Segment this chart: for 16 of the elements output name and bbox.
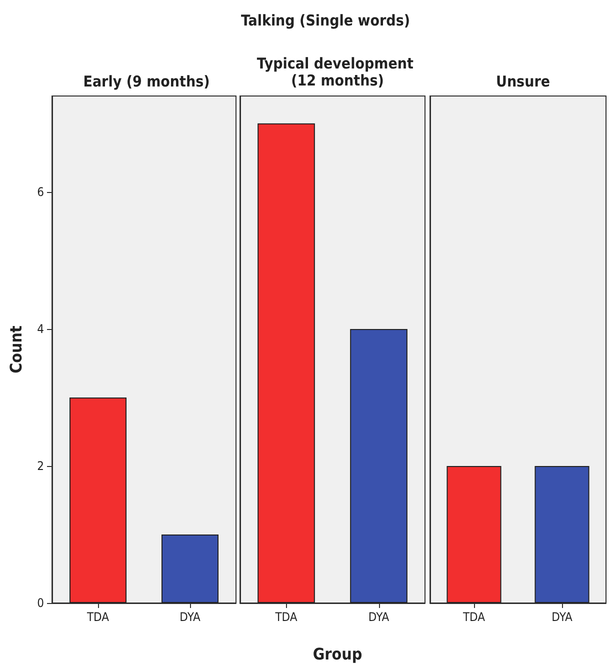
y-tick-label: 4: [37, 322, 44, 336]
x-tick-label: TDA: [462, 610, 486, 624]
x-tick-label: DYA: [552, 610, 573, 624]
x-tick-label: DYA: [180, 610, 201, 624]
x-axis-title: Group: [312, 644, 362, 664]
chart-title: Typical development (12 months): [256, 54, 418, 90]
chart-title: Unsure: [496, 72, 550, 90]
x-tick-label: TDA: [274, 610, 298, 624]
x-tick-label: DYA: [368, 610, 390, 624]
y-tick-label: 0: [37, 596, 44, 610]
y-tick-label: 2: [37, 458, 44, 473]
y-axis-title: Count: [6, 325, 26, 374]
y-tick-label: 6: [37, 184, 44, 199]
x-tick-label: TDA: [86, 610, 110, 624]
text: Talking (Single words): [240, 12, 410, 30]
chart-title: Early (9 months): [83, 72, 210, 90]
